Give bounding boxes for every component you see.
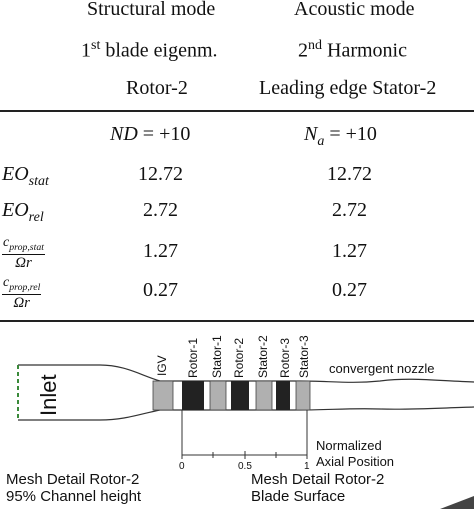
row-eo-rel-label: EOrel	[2, 199, 44, 226]
stator3-row	[295, 380, 311, 411]
col1-header-line2: 1st blade eigenm.	[81, 38, 218, 62]
table-header-rule	[0, 110, 474, 112]
stator2-label: Stator-2	[256, 335, 270, 378]
stator1-label: Stator-1	[210, 335, 224, 378]
row-eo-rel-main: EO	[2, 199, 29, 221]
casing-line	[18, 364, 474, 383]
stator2-row	[255, 380, 273, 411]
col1-mode-value: = +10	[142, 123, 191, 145]
cprop-stat-fraction: cprop,stat Ωr	[2, 236, 45, 271]
col1-mode-number: ND = +10	[110, 123, 190, 146]
col2-header-line2: 2nd Harmonic	[298, 38, 407, 62]
rotor3-row	[276, 381, 290, 410]
caption-right-line1: Mesh Detail Rotor-2	[251, 471, 385, 488]
col2-mode-number: Na = +10	[304, 123, 377, 150]
caption-left-line2: 95% Channel height	[6, 488, 142, 505]
table-bottom-rule	[0, 320, 474, 322]
axis-tick-label-0: 0	[179, 461, 185, 472]
rotor3-label: Rotor-3	[278, 337, 292, 378]
col2-mode-subscript: a	[317, 134, 325, 149]
row-cprop-stat-col1: 1.27	[143, 240, 178, 262]
axis-title-line2: Axial Position	[316, 454, 395, 469]
col1-header-line1: Structural mode	[87, 0, 216, 20]
row-eo-rel-col2: 2.72	[332, 199, 367, 221]
col2-header-line2-text: Harmonic	[327, 39, 407, 62]
nozzle-label: convergent nozzle	[329, 361, 435, 376]
row-cprop-stat-label: cprop,stat Ωr	[2, 233, 45, 271]
cprop-rel-fraction: cprop,rel Ωr	[2, 275, 42, 311]
rotor1-row	[182, 381, 204, 410]
col2-header-line1: Acoustic mode	[294, 0, 415, 20]
caption-left-line1: Mesh Detail Rotor-2	[6, 471, 140, 488]
col1-header-line3: Rotor-2	[126, 77, 188, 99]
col2-mode-value: = +10	[329, 123, 377, 145]
row-eo-rel-sub: rel	[28, 210, 44, 225]
stator3-label: Stator-3	[297, 335, 311, 378]
rotor2-row	[231, 381, 249, 410]
col2-superscript: nd	[308, 38, 322, 53]
cprop-rel-denominator: Ωr	[13, 294, 31, 311]
inlet-label: Inlet	[36, 374, 61, 416]
mesh-thumbnail-edge	[440, 496, 474, 509]
row-cprop-rel-col1: 0.27	[143, 279, 178, 301]
compressor-annulus-diagram	[17, 364, 474, 509]
hub-line	[18, 406, 474, 421]
col2-header-line3: Leading edge Stator-2	[259, 77, 437, 99]
axis-title-line1: Normalized	[316, 438, 382, 453]
axis-tick-label-05: 0.5	[238, 461, 252, 472]
igv-label: IGV	[155, 355, 169, 376]
rotor1-label: Rotor-1	[186, 337, 200, 378]
caption-right-line2: Blade Surface	[251, 488, 346, 505]
col1-mode-variable: ND	[110, 123, 138, 145]
row-eo-stat-label: EOstat	[2, 163, 49, 190]
row-eo-rel-col1: 2.72	[143, 199, 178, 221]
col1-superscript: st	[91, 38, 101, 53]
col2-mode-variable: N	[304, 123, 318, 145]
row-eo-stat-main: EO	[2, 163, 29, 185]
row-eo-stat-col1: 12.72	[138, 163, 183, 185]
row-cprop-stat-col2: 1.27	[332, 240, 367, 262]
cprop-stat-denominator: Ωr	[15, 254, 32, 271]
igv-row	[152, 380, 174, 411]
row-cprop-rel-col2: 0.27	[332, 279, 367, 301]
stator1-row	[209, 380, 227, 411]
cprop-stat-numerator: cprop,stat	[2, 235, 45, 255]
row-cprop-rel-label: cprop,rel Ωr	[2, 273, 42, 311]
col1-header-line2-text: blade eigenm.	[105, 39, 218, 62]
row-eo-stat-col2: 12.72	[327, 163, 372, 185]
rotor2-label: Rotor-2	[232, 337, 246, 378]
cprop-rel-numerator: cprop,rel	[2, 275, 42, 295]
row-eo-stat-sub: stat	[28, 174, 49, 189]
axis-tick-label-1: 1	[304, 461, 310, 472]
